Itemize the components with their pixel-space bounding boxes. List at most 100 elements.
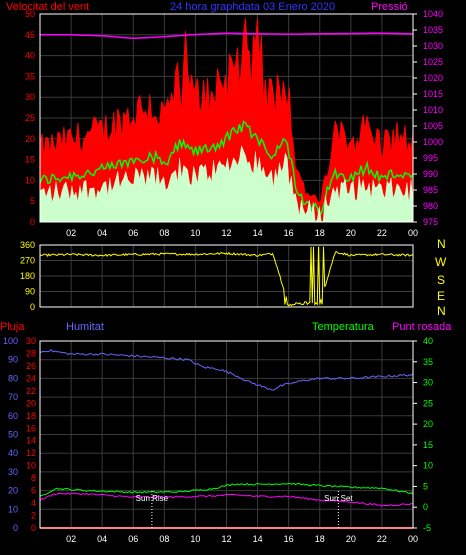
humidity-x-tick-label: 04: [97, 534, 107, 544]
direction-y-tick-label: 270: [20, 256, 35, 266]
temperature-y-tick-label: 20: [423, 419, 433, 429]
pressure-y-tick-label: 1000: [423, 137, 443, 147]
direction-y-tick-label: 180: [20, 271, 35, 281]
chart-date-title: 24 hora graphdata 03 Enero 2020: [170, 1, 336, 13]
wind-x-tick-label: 18: [315, 228, 325, 238]
pressure-y-tick-label: 995: [423, 153, 438, 163]
wind-plot-frame: [39, 13, 414, 223]
rain-y-tick-label: 16: [26, 423, 36, 433]
wind-x-tick-label: 02: [66, 228, 76, 238]
wind-y-tick-label: 40: [25, 51, 35, 61]
wind-x-tick-label: 00: [408, 228, 418, 238]
pressure-y-tick-label: 975: [423, 217, 438, 227]
temperature-y-tick-label: -5: [423, 523, 431, 533]
wind-x-tick-label: 20: [346, 228, 356, 238]
rain-y-tick-label: 10: [26, 461, 36, 471]
humidity-x-tick-label: 06: [128, 534, 138, 544]
wind-y-tick-label: 10: [25, 175, 35, 185]
humidity-x-tick-label: 22: [377, 534, 387, 544]
pressure-line: [40, 32, 413, 40]
humidity-y-tick-label: 60: [8, 411, 18, 421]
wind-y-tick-label: 0: [30, 217, 35, 227]
humidity-plot-frame: [39, 340, 414, 529]
humidity-title: Humitat: [66, 321, 104, 333]
rain-y-tick-label: 24: [26, 373, 36, 383]
humidity-y-tick-label: 10: [8, 504, 18, 514]
wind-speed-title: Velocitat del vent: [6, 1, 90, 13]
rain-y-tick-label: 12: [26, 448, 36, 458]
pressure-y-tick-label: 1010: [423, 105, 443, 115]
wind-y-tick-label: 30: [25, 92, 35, 102]
temperature-y-tick-label: 30: [423, 378, 433, 388]
wind-y-tick-label: 45: [25, 30, 35, 40]
wind-x-tick-label: 12: [221, 228, 231, 238]
wind-y-tick-label: 35: [25, 71, 35, 81]
wind-x-tick-label: 22: [377, 228, 387, 238]
rain-y-tick-label: 4: [31, 498, 36, 508]
humidity-x-tick-label: 12: [221, 534, 231, 544]
pressure-y-tick-label: 980: [423, 201, 438, 211]
dewpoint-line: [39, 492, 414, 507]
rain-y-tick-label: 0: [31, 523, 36, 533]
wind-y-tick-label: 5: [30, 196, 35, 206]
humidity-y-tick-label: 20: [8, 486, 18, 496]
wind-x-tick-label: 16: [284, 228, 294, 238]
humidity-y-tick-label: 30: [8, 467, 18, 477]
wind-y-tick-label: 15: [25, 155, 35, 165]
direction-plot-frame: [39, 244, 414, 308]
humidity-y-tick-label: 80: [8, 373, 18, 383]
pressure-title: Pressió: [371, 1, 408, 13]
pressure-y-tick-label: 985: [423, 185, 438, 195]
wind-average-line: [39, 120, 414, 218]
direction-letter-w: W: [435, 255, 447, 269]
rain-y-tick-label: 14: [26, 436, 36, 446]
wind-x-tick-label: 04: [97, 228, 107, 238]
rain-y-tick-label: 22: [26, 386, 36, 396]
temperature-title: Temperatura: [312, 321, 374, 333]
pressure-y-tick-label: 1005: [423, 121, 443, 131]
humidity-x-tick-label: 08: [159, 534, 169, 544]
humidity-y-tick-label: 40: [8, 448, 18, 458]
humidity-x-tick-label: 10: [190, 534, 200, 544]
wind-speed-area: [39, 144, 414, 223]
direction-y-tick-label: 360: [20, 240, 35, 250]
temperature-line: [39, 482, 414, 497]
humidity-y-tick-label: 100: [3, 336, 18, 346]
rain-y-tick-label: 8: [31, 473, 36, 483]
direction-letter-e: E: [437, 289, 446, 303]
temperature-y-tick-label: 35: [423, 357, 433, 367]
rain-y-tick-label: 20: [26, 398, 36, 408]
wind-y-tick-label: 50: [25, 9, 35, 19]
humidity-y-tick-label: 70: [8, 392, 18, 402]
wind-y-tick-label: 20: [25, 134, 35, 144]
wind-y-tick-label: 25: [25, 113, 35, 123]
rain-y-tick-label: 28: [26, 348, 36, 358]
direction-y-tick-label: 90: [25, 287, 35, 297]
humidity-x-tick-label: 00: [408, 534, 418, 544]
dewpoint-title: Punt rosada: [392, 321, 452, 333]
temperature-y-tick-label: 25: [423, 398, 433, 408]
humidity-y-tick-label: 50: [8, 430, 18, 440]
wind-x-tick-label: 06: [128, 228, 138, 238]
pressure-y-tick-label: 1020: [423, 73, 443, 83]
direction-y-tick-label: 0: [30, 302, 35, 312]
temperature-y-tick-label: 10: [423, 461, 433, 471]
rain-y-tick-label: 2: [31, 511, 36, 521]
humidity-line: [39, 349, 414, 391]
wind-x-tick-label: 10: [190, 228, 200, 238]
humidity-y-tick-label: 0: [13, 523, 18, 533]
humidity-x-tick-label: 18: [315, 534, 325, 544]
rain-title: Pluja: [0, 321, 25, 333]
temperature-y-tick-label: 0: [423, 502, 428, 512]
temperature-y-tick-label: 5: [423, 481, 428, 491]
sunset-label: Sun Set: [324, 494, 353, 503]
wind-x-tick-label: 14: [253, 228, 263, 238]
pressure-y-tick-label: 1015: [423, 89, 443, 99]
humidity-x-tick-label: 02: [66, 534, 76, 544]
humidity-x-tick-label: 16: [284, 534, 294, 544]
direction-letter-n-bottom: N: [437, 304, 446, 318]
humidity-x-tick-label: 20: [346, 534, 356, 544]
wind-x-tick-label: 08: [159, 228, 169, 238]
temperature-y-tick-label: 15: [423, 440, 433, 450]
